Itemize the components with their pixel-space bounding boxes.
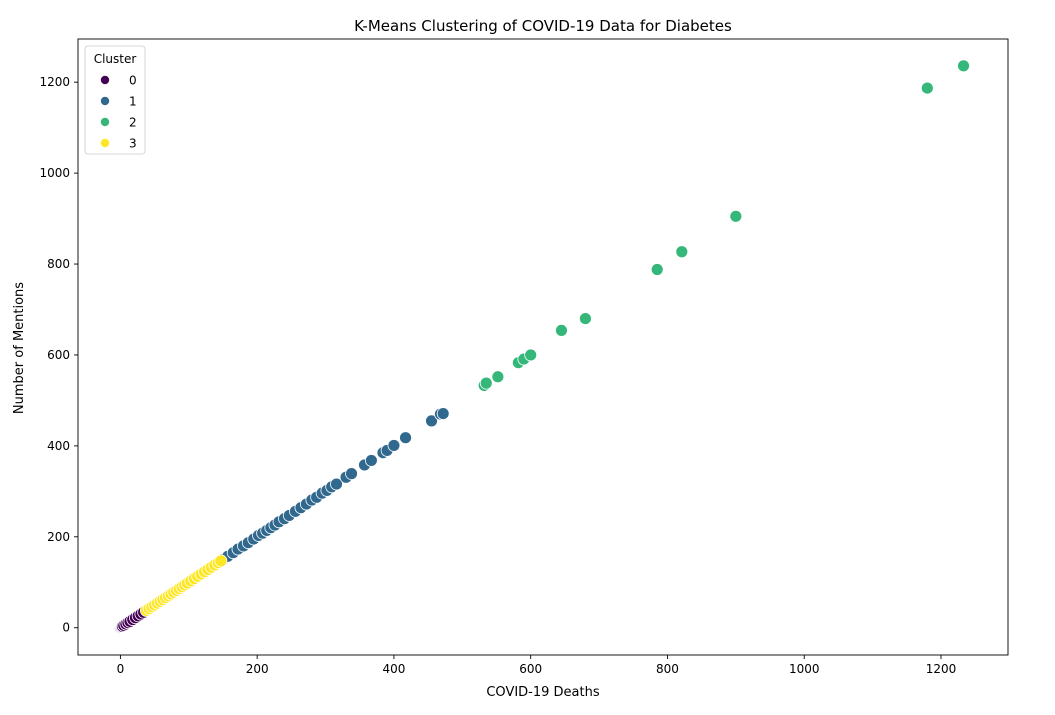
legend-box [84, 45, 146, 155]
data-point [399, 431, 412, 445]
x-tick-label: 600 [519, 662, 542, 676]
y-tick-label: 1000 [39, 166, 70, 180]
x-tick-label: 1000 [789, 662, 820, 676]
data-point [555, 324, 568, 337]
legend-title: Cluster [94, 52, 137, 66]
legend-marker [100, 96, 110, 106]
data-point [436, 407, 450, 421]
y-axis-label: Number of Mentions [12, 282, 27, 414]
data-point [957, 59, 970, 73]
y-tick-label: 0 [62, 621, 70, 635]
x-tick-label: 400 [382, 662, 405, 676]
legend-label: 1 [129, 95, 137, 109]
x-tick-label: 1200 [926, 662, 957, 676]
data-point [345, 467, 358, 481]
legend-label: 2 [129, 116, 137, 130]
legend-label: 0 [129, 74, 137, 88]
y-tick-label: 600 [47, 348, 70, 362]
data-point [729, 209, 743, 223]
x-tick-label: 800 [656, 662, 679, 676]
legend-marker [100, 75, 110, 85]
data-point [491, 370, 505, 384]
x-axis-label: COVID-19 Deaths [486, 685, 599, 700]
legend: Cluster 0 1 2 3 [84, 45, 146, 155]
x-tick-label: 200 [246, 662, 269, 676]
chart-title: K-Means Clustering of COVID-19 Data for … [354, 17, 732, 35]
data-point [920, 81, 934, 95]
data-point [330, 477, 343, 491]
plot-frame [77, 38, 1009, 656]
x-tick-label: 0 [117, 662, 125, 676]
y-tick-label: 1200 [39, 75, 70, 89]
data-point [364, 454, 378, 467]
marks-layer [114, 59, 970, 635]
data-point [650, 263, 664, 276]
data-point [387, 439, 401, 452]
data-point [524, 348, 538, 362]
data-point [675, 245, 689, 259]
y-tick-label: 200 [47, 530, 70, 544]
y-tick-label: 800 [47, 257, 70, 271]
legend-marker [100, 138, 110, 148]
legend-marker [100, 117, 110, 127]
data-point [579, 312, 592, 325]
data-point [214, 554, 228, 568]
y-tick-label: 400 [47, 439, 70, 453]
axes-layer: 0 200 400 600 800 1000 12000200400600800100012… [39, 38, 1009, 676]
legend-label: 3 [129, 137, 137, 151]
data-point [425, 414, 438, 428]
data-point [479, 376, 493, 390]
